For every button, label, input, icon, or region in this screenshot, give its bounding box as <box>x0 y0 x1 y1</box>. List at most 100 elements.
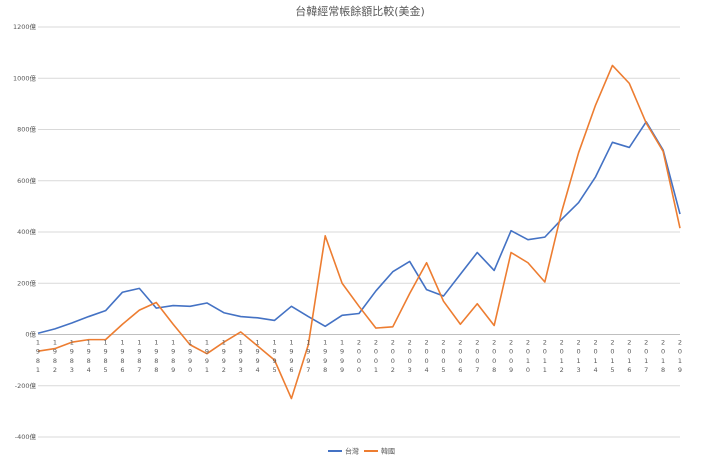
x-tick-char: 2 <box>391 339 395 347</box>
x-tick-char: 9 <box>222 357 226 365</box>
x-tick-char: 0 <box>475 357 479 365</box>
x-tick-char: 2 <box>357 339 361 347</box>
series-line-2 <box>37 64 681 400</box>
x-tick-char: 9 <box>171 366 175 374</box>
x-tick-char: 9 <box>239 357 243 365</box>
x-tick-char: 0 <box>357 348 361 356</box>
x-tick-char: 2 <box>441 339 445 347</box>
x-tick-char: 9 <box>188 357 192 365</box>
x-tick-char: 1 <box>577 357 581 365</box>
x-tick-char: 8 <box>70 357 74 365</box>
x-tick-char: 9 <box>154 348 158 356</box>
x-tick-char: 0 <box>441 357 445 365</box>
x-tick-char: 9 <box>678 366 682 374</box>
x-tick-char: 8 <box>492 366 496 374</box>
x-tick-char: 1 <box>256 339 260 347</box>
x-tick-char: 6 <box>627 366 631 374</box>
x-tick-char: 0 <box>509 348 513 356</box>
x-tick-char: 2 <box>53 366 57 374</box>
x-tick-char: 8 <box>171 357 175 365</box>
x-tick-char: 9 <box>53 348 57 356</box>
x-tick-char: 0 <box>509 357 513 365</box>
x-tick-char: 2 <box>408 339 412 347</box>
x-tick-char: 9 <box>256 348 260 356</box>
x-tick-char: 0 <box>425 348 429 356</box>
x-tick-char: 0 <box>357 357 361 365</box>
x-tick-char: 1 <box>661 357 665 365</box>
x-tick-char: 3 <box>239 366 243 374</box>
x-tick-char: 9 <box>306 357 310 365</box>
x-tick-char: 9 <box>340 348 344 356</box>
x-tick-char: 0 <box>408 348 412 356</box>
x-tick-char: 9 <box>120 348 124 356</box>
y-tick-label: -200億 <box>15 381 37 390</box>
x-tick-char: 1 <box>323 339 327 347</box>
x-tick-char: 8 <box>137 357 141 365</box>
x-tick-char: 1 <box>627 357 631 365</box>
x-tick-char: 2 <box>593 339 597 347</box>
x-tick-char: 4 <box>425 366 429 374</box>
x-tick-char: 2 <box>374 339 378 347</box>
y-axis-ticks: -400億 -200億 0億 200億 400億 600億 800億 1000億 1200億 <box>13 22 37 441</box>
x-tick-char: 1 <box>104 339 108 347</box>
y-tick-label: 1000億 <box>13 73 37 82</box>
x-tick-char: 9 <box>340 357 344 365</box>
x-tick-char: 0 <box>492 357 496 365</box>
x-axis-ticks: 1981198219831984198519861987198819891990… <box>36 339 682 375</box>
x-tick-char: 2 <box>475 339 479 347</box>
legend-label: 台灣 <box>345 447 359 456</box>
x-tick-char: 1 <box>610 357 614 365</box>
x-tick-char: 0 <box>391 348 395 356</box>
x-tick-char: 2 <box>509 339 513 347</box>
x-tick-char: 0 <box>357 366 361 374</box>
x-tick-char: 0 <box>374 348 378 356</box>
x-tick-char: 9 <box>239 348 243 356</box>
x-tick-char: 7 <box>137 366 141 374</box>
x-tick-char: 7 <box>306 366 310 374</box>
legend-item: 台灣 <box>328 447 359 456</box>
x-tick-char: 1 <box>560 357 564 365</box>
x-tick-char: 1 <box>53 339 57 347</box>
y-tick-label: 800億 <box>17 125 36 134</box>
x-tick-char: 0 <box>188 366 192 374</box>
x-tick-char: 9 <box>137 348 141 356</box>
x-tick-char: 9 <box>323 348 327 356</box>
x-tick-char: 2 <box>543 339 547 347</box>
y-tick-label: -400億 <box>15 432 37 441</box>
x-tick-char: 1 <box>340 339 344 347</box>
x-tick-char: 1 <box>36 339 40 347</box>
x-tick-char: 1 <box>644 357 648 365</box>
x-tick-char: 9 <box>87 348 91 356</box>
x-tick-char: 0 <box>458 348 462 356</box>
x-tick-char: 0 <box>441 348 445 356</box>
x-tick-char: 9 <box>188 348 192 356</box>
x-tick-char: 1 <box>188 339 192 347</box>
x-tick-char: 1 <box>205 366 209 374</box>
x-tick-char: 9 <box>289 357 293 365</box>
x-tick-char: 9 <box>205 348 209 356</box>
x-tick-char: 0 <box>678 348 682 356</box>
x-tick-char: 9 <box>272 348 276 356</box>
x-tick-char: 1 <box>543 357 547 365</box>
x-tick-char: 1 <box>543 366 547 374</box>
x-tick-char: 9 <box>306 348 310 356</box>
x-tick-char: 0 <box>425 357 429 365</box>
x-tick-char: 9 <box>509 366 513 374</box>
x-tick-char: 1 <box>120 339 124 347</box>
x-tick-char: 9 <box>36 348 40 356</box>
x-tick-char: 2 <box>222 366 226 374</box>
x-tick-char: 4 <box>87 366 91 374</box>
